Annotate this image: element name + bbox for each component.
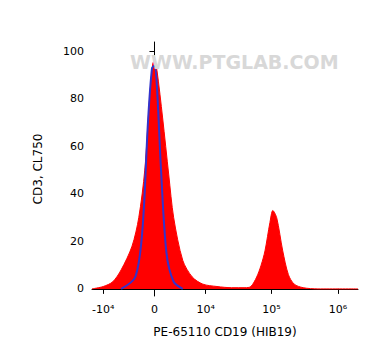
svg-text:80: 80: [70, 92, 84, 105]
svg-text:100: 100: [63, 45, 84, 58]
svg-text:40: 40: [70, 187, 84, 200]
svg-text:10⁴: 10⁴: [196, 303, 215, 316]
svg-text:60: 60: [70, 140, 84, 153]
svg-text:10⁶: 10⁶: [329, 303, 348, 316]
svg-text:WWW.PTGLAB.COM: WWW.PTGLAB.COM: [130, 51, 339, 73]
svg-text:0: 0: [151, 303, 158, 316]
svg-text:0: 0: [77, 282, 84, 295]
svg-text:PE-65110 CD19 (HIB19): PE-65110 CD19 (HIB19): [153, 325, 296, 339]
svg-text:10⁵: 10⁵: [262, 303, 280, 316]
svg-text:CD3, CL750: CD3, CL750: [31, 134, 45, 205]
svg-text:20: 20: [70, 235, 84, 248]
svg-text:-10⁴: -10⁴: [92, 303, 115, 316]
